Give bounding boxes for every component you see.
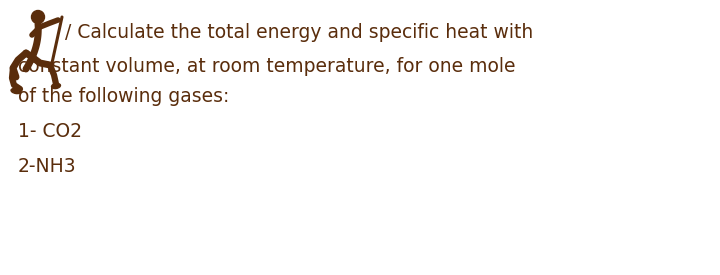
Text: 1- CO2: 1- CO2 — [18, 122, 82, 141]
Text: / Calculate the total energy and specific heat with: / Calculate the total energy and specifi… — [65, 23, 534, 42]
Ellipse shape — [52, 83, 60, 89]
Text: 2-NH3: 2-NH3 — [18, 157, 76, 176]
Circle shape — [32, 10, 45, 23]
Text: constant volume, at room temperature, for one mole: constant volume, at room temperature, fo… — [18, 57, 516, 76]
Text: of the following gases:: of the following gases: — [18, 87, 230, 106]
Ellipse shape — [11, 88, 21, 94]
